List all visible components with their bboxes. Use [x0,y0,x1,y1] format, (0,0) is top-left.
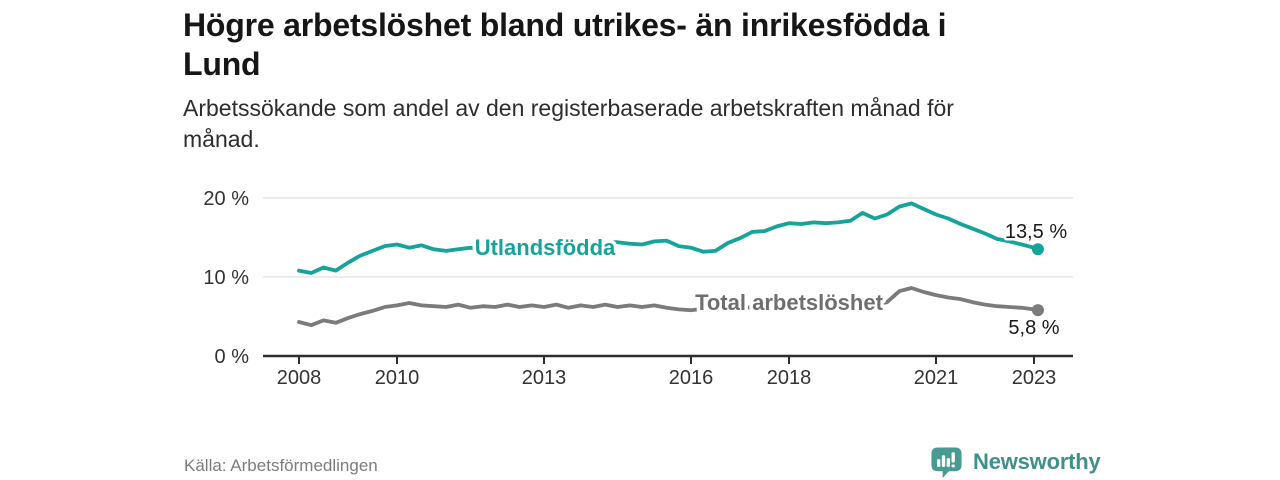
logo-bar-3 [946,457,950,467]
y-tick-label-0: 0 % [215,346,250,368]
newsworthy-wordmark: Newsworthy [973,449,1101,474]
series-label-1: Total arbetslöshet [695,290,884,315]
x-tick-label-2013: 2013 [522,367,567,389]
series-line-1 [297,286,1040,328]
page-title: Högre arbetslöshet bland utrikes- än inr… [183,6,1103,84]
series-line-0 [297,201,1040,275]
end-value-label-0: 13,5 % [1005,221,1067,243]
logo-exclamation-dot [951,463,955,467]
x-tick-label-2016: 2016 [669,367,714,389]
x-tick-label-2021: 2021 [914,367,959,389]
source-note: Källa: Arbetsförmedlingen [184,456,378,475]
y-tick-label-10: 10 % [203,267,249,289]
logo-bar-2 [941,454,946,467]
title-line-2: Lund [183,46,261,82]
subtitle-line-1: Arbetssökande som andel av den registerb… [183,95,954,121]
x-tick-label-2018: 2018 [767,367,812,389]
series-label-0: Utlandsfödda [475,235,616,260]
logo-bar-1 [936,458,941,467]
x-tick-label-2010: 2010 [375,367,420,389]
newsworthy-logo: Newsworthy [930,445,1101,479]
series-endpoint-1 [1031,304,1044,317]
y-tick-label-20: 20 % [203,188,249,210]
logo-exclamation-bar [951,451,955,462]
newsworthy-logo-icon [931,446,962,478]
subtitle-line-2: månad. [183,126,260,152]
x-tick-label-2023: 2023 [1012,367,1057,389]
logo-bubble [931,446,962,478]
series-endpoint-0 [1031,243,1044,256]
chart-subtitle: Arbetssökande som andel av den registerb… [183,93,1103,155]
x-tick-label-2008: 2008 [277,367,322,389]
end-value-label-1: 5,8 % [1008,317,1059,339]
title-line-1: Högre arbetslöshet bland utrikes- än inr… [183,7,947,43]
